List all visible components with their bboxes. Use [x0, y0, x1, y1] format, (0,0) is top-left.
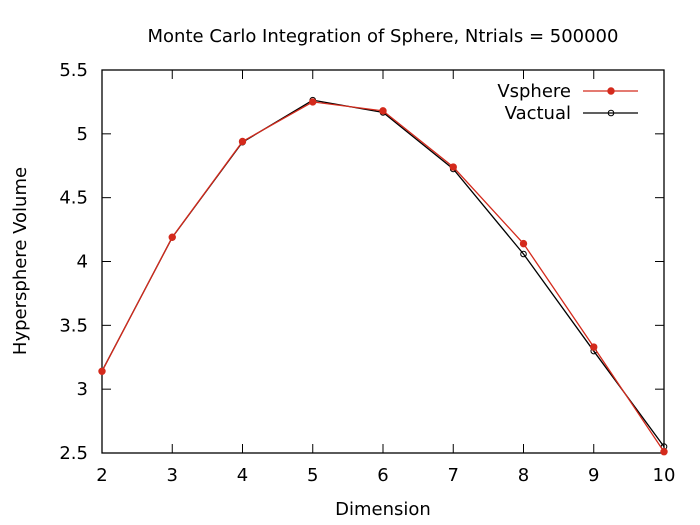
- y-tick-label: 5: [77, 124, 88, 145]
- legend-label-vsphere: Vsphere: [497, 81, 571, 102]
- x-tick-label: 7: [448, 465, 459, 486]
- x-tick-label: 5: [307, 465, 318, 486]
- data-point-vactual: [520, 250, 527, 258]
- data-point-vsphere: [519, 239, 528, 248]
- series-line-vactual: [101, 99, 665, 447]
- y-tick-label: 5.5: [59, 60, 88, 81]
- x-tick-label: 2: [96, 465, 107, 486]
- y-tick-label: 4: [77, 252, 88, 273]
- x-tick-label: 8: [518, 465, 529, 486]
- plot-area-frame: [101, 69, 665, 454]
- data-point-vsphere: [309, 98, 317, 106]
- y-axis-label: Hypersphere Volume: [10, 167, 31, 355]
- axes: 2 3 4 5 6 7 8 9 10 2.5 3 3.5 4 4.5 5 5.5: [59, 60, 675, 486]
- series-layer: [98, 96, 668, 456]
- chart-title: Monte Carlo Integration of Sphere, Ntria…: [148, 26, 619, 47]
- x-tick-label: 3: [167, 465, 178, 486]
- series-line-vsphere: [101, 101, 665, 453]
- data-point-vsphere: [168, 233, 176, 241]
- y-tick-label: 2.5: [59, 443, 88, 464]
- data-point-vsphere: [238, 137, 247, 146]
- data-point-vsphere: [590, 343, 598, 351]
- data-point-vsphere: [379, 107, 387, 115]
- y-tick-label: 3.5: [59, 315, 88, 336]
- x-tick-label: 4: [237, 465, 248, 486]
- y-tick-label: 4.5: [59, 188, 88, 209]
- x-tick-label: 9: [588, 465, 599, 486]
- data-point-vsphere: [98, 367, 106, 375]
- legend-label-vactual: Vactual: [505, 103, 571, 124]
- x-tick-label: 10: [653, 465, 676, 486]
- x-tick-label: 6: [377, 465, 388, 486]
- data-point-vsphere: [449, 163, 457, 171]
- data-point-vsphere: [660, 448, 668, 456]
- legend-marker-vactual: [607, 109, 615, 117]
- legend-marker-vsphere: [607, 87, 615, 95]
- x-axis-label: Dimension: [335, 499, 431, 520]
- y-tick-label: 3: [77, 379, 88, 400]
